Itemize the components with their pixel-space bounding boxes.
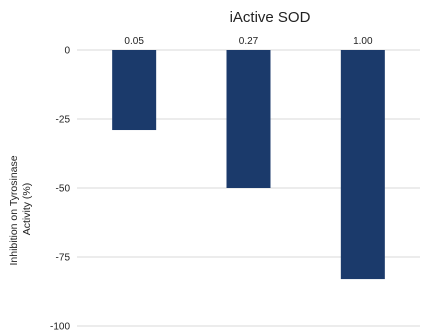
y-axis-label: Inhibition on Tyrosinase Activity (%) xyxy=(8,152,33,265)
y-tick-label: -25 xyxy=(56,115,71,126)
y-tick-label: 0 xyxy=(64,46,70,57)
bar xyxy=(112,50,157,131)
category-label: 0.05 xyxy=(124,36,144,47)
bar xyxy=(340,50,385,280)
category-label: 0.27 xyxy=(239,36,259,47)
bar xyxy=(226,50,271,188)
category-labels: 0.05 0.27 1.00 xyxy=(124,36,373,47)
y-axis-label-line-1: Inhibition on Tyrosinase xyxy=(8,155,20,265)
category-label: 1.00 xyxy=(353,36,373,47)
y-tick-label: -50 xyxy=(56,184,71,195)
y-axis-label-line-2: Activity (%) xyxy=(21,183,33,236)
y-tick-label: -75 xyxy=(56,253,71,264)
chart-title: iActive SOD xyxy=(230,9,311,26)
bars xyxy=(112,50,385,280)
y-tick-labels: 0 -25 -50 -75 -100 xyxy=(50,46,70,331)
y-tick-label: -100 xyxy=(50,322,70,331)
